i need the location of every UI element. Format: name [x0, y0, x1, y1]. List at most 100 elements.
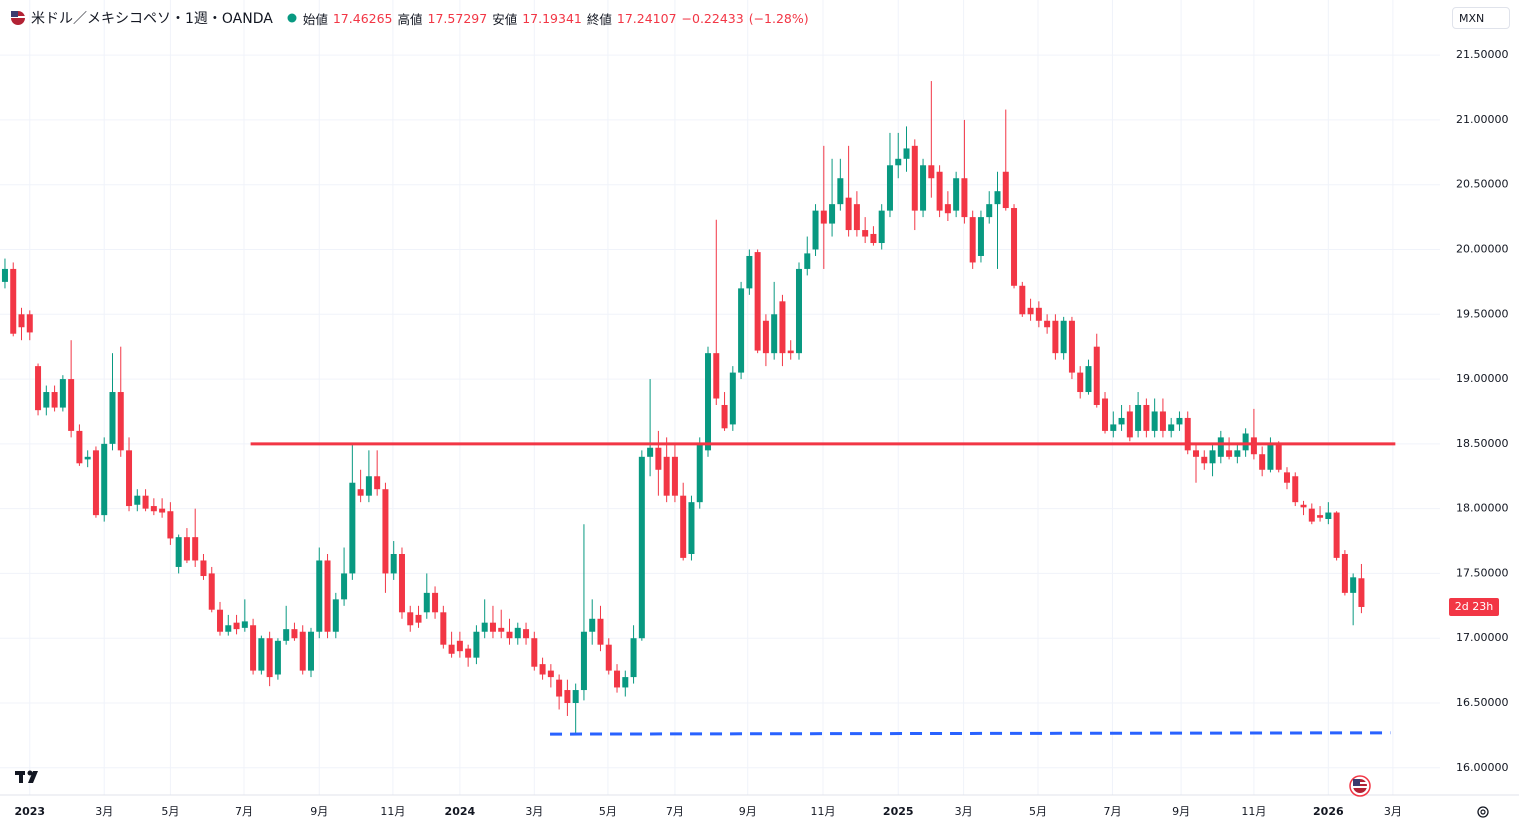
candle-body — [167, 511, 174, 539]
candle-body — [1, 268, 8, 282]
candle-body — [1102, 398, 1109, 431]
candle-body — [514, 627, 521, 639]
candle-body — [266, 638, 273, 678]
x-tick-label: 5月 — [161, 805, 179, 818]
candle-body — [589, 618, 596, 632]
ohlc-value: 17.57297 — [427, 10, 488, 26]
candle-body — [986, 204, 993, 218]
currency-select[interactable]: MXN — [1452, 7, 1510, 29]
candle-body — [936, 171, 943, 211]
candle-body — [1333, 512, 1340, 558]
candle-body — [1011, 208, 1018, 286]
candle-body — [1201, 456, 1208, 464]
candle-body — [977, 217, 984, 256]
ohlc-value: 17.46265 — [332, 10, 393, 26]
candle-body — [523, 629, 530, 639]
candle-body — [192, 537, 199, 561]
candle-body — [398, 553, 405, 613]
candle-body — [1283, 472, 1290, 483]
candle-body — [1193, 450, 1200, 457]
x-tick-label: 11月 — [1241, 805, 1266, 818]
y-tick-label: 17.00000 — [1456, 631, 1509, 644]
candle-body — [1217, 437, 1224, 457]
candle-body — [1358, 578, 1365, 607]
candle-body — [547, 670, 554, 678]
x-tick-label: 2023 — [14, 805, 45, 818]
ohlc-label: 終値 — [586, 11, 612, 27]
candle-body — [1143, 404, 1150, 431]
candle-body — [953, 178, 960, 211]
axes: 16.00000 16.50000 17.00000 17.50000 18.00000… — [0, 48, 1519, 818]
candle-body — [51, 392, 58, 408]
candle-body — [1110, 424, 1117, 431]
candle-body — [779, 301, 786, 354]
candle-body — [804, 253, 811, 269]
candle-body — [382, 489, 389, 574]
countdown-label: 2d 23h — [1455, 600, 1493, 613]
candle-body — [647, 447, 654, 457]
candle-body — [498, 627, 505, 632]
x-tick-label: 7月 — [666, 805, 684, 818]
candle-body — [142, 495, 149, 509]
candle-body — [1135, 404, 1142, 431]
settings-icon[interactable] — [1477, 806, 1489, 818]
candle-body — [1151, 411, 1158, 431]
candle-body — [217, 609, 224, 632]
candle-body — [787, 350, 794, 354]
candle-body — [1044, 320, 1051, 328]
candle-body — [1184, 417, 1191, 451]
candle-body — [580, 631, 587, 691]
y-tick-label: 18.00000 — [1456, 502, 1509, 515]
candle-body — [183, 537, 190, 561]
candle-body — [150, 506, 157, 512]
candle-body — [101, 443, 108, 516]
candle-body — [721, 404, 728, 429]
candle-body — [1159, 411, 1166, 431]
candle-body — [812, 210, 819, 250]
candle-body — [109, 392, 116, 444]
x-tick-label: 3月 — [95, 805, 113, 818]
candle-body — [489, 622, 496, 632]
candle-body — [250, 625, 257, 671]
candle-body — [539, 664, 546, 675]
candle-body — [92, 450, 99, 516]
candle-body — [134, 495, 141, 505]
candle-body — [795, 268, 802, 354]
flag-icon — [1349, 775, 1371, 797]
candle-body — [820, 210, 827, 224]
candle-body — [870, 233, 877, 244]
candle-body — [241, 621, 248, 628]
candle-body — [671, 456, 678, 496]
candle-body — [944, 204, 951, 214]
candle-body — [175, 537, 182, 567]
candle-body — [1209, 450, 1216, 464]
candle-body — [225, 625, 232, 632]
candle-body — [456, 640, 463, 652]
candle-body — [994, 191, 1001, 205]
candle-body — [638, 456, 645, 639]
candle-body — [291, 629, 298, 639]
candle-body — [762, 320, 769, 354]
x-tick-label: 2026 — [1313, 805, 1344, 818]
x-tick-label: 3月 — [955, 805, 973, 818]
candle-body — [481, 622, 488, 632]
candle-body — [961, 178, 968, 218]
candle-body — [68, 379, 75, 431]
y-tick-label: 16.50000 — [1456, 696, 1509, 709]
legend-header: 米ドル／メキシコペソ・1週・OANDA 始値 17.46265 高値 17.5729… — [10, 8, 809, 28]
x-tick-label: 3月 — [525, 805, 543, 818]
candle-body — [200, 560, 207, 577]
candle-body — [365, 476, 372, 496]
ohlc-value: 17.24107 — [616, 10, 677, 26]
candle-body — [1035, 307, 1042, 321]
plot — [1, 81, 1396, 736]
symbol-title: 米ドル／メキシコペソ・1週・OANDA — [31, 11, 273, 27]
candle-body — [696, 443, 703, 503]
candle-body — [680, 495, 687, 558]
candle-body — [920, 165, 927, 211]
candle-body — [853, 204, 860, 231]
x-tick-label: 5月 — [1029, 805, 1047, 818]
change: −0.22433 — [681, 10, 744, 26]
candle-body — [746, 255, 753, 289]
candle-body — [969, 217, 976, 263]
